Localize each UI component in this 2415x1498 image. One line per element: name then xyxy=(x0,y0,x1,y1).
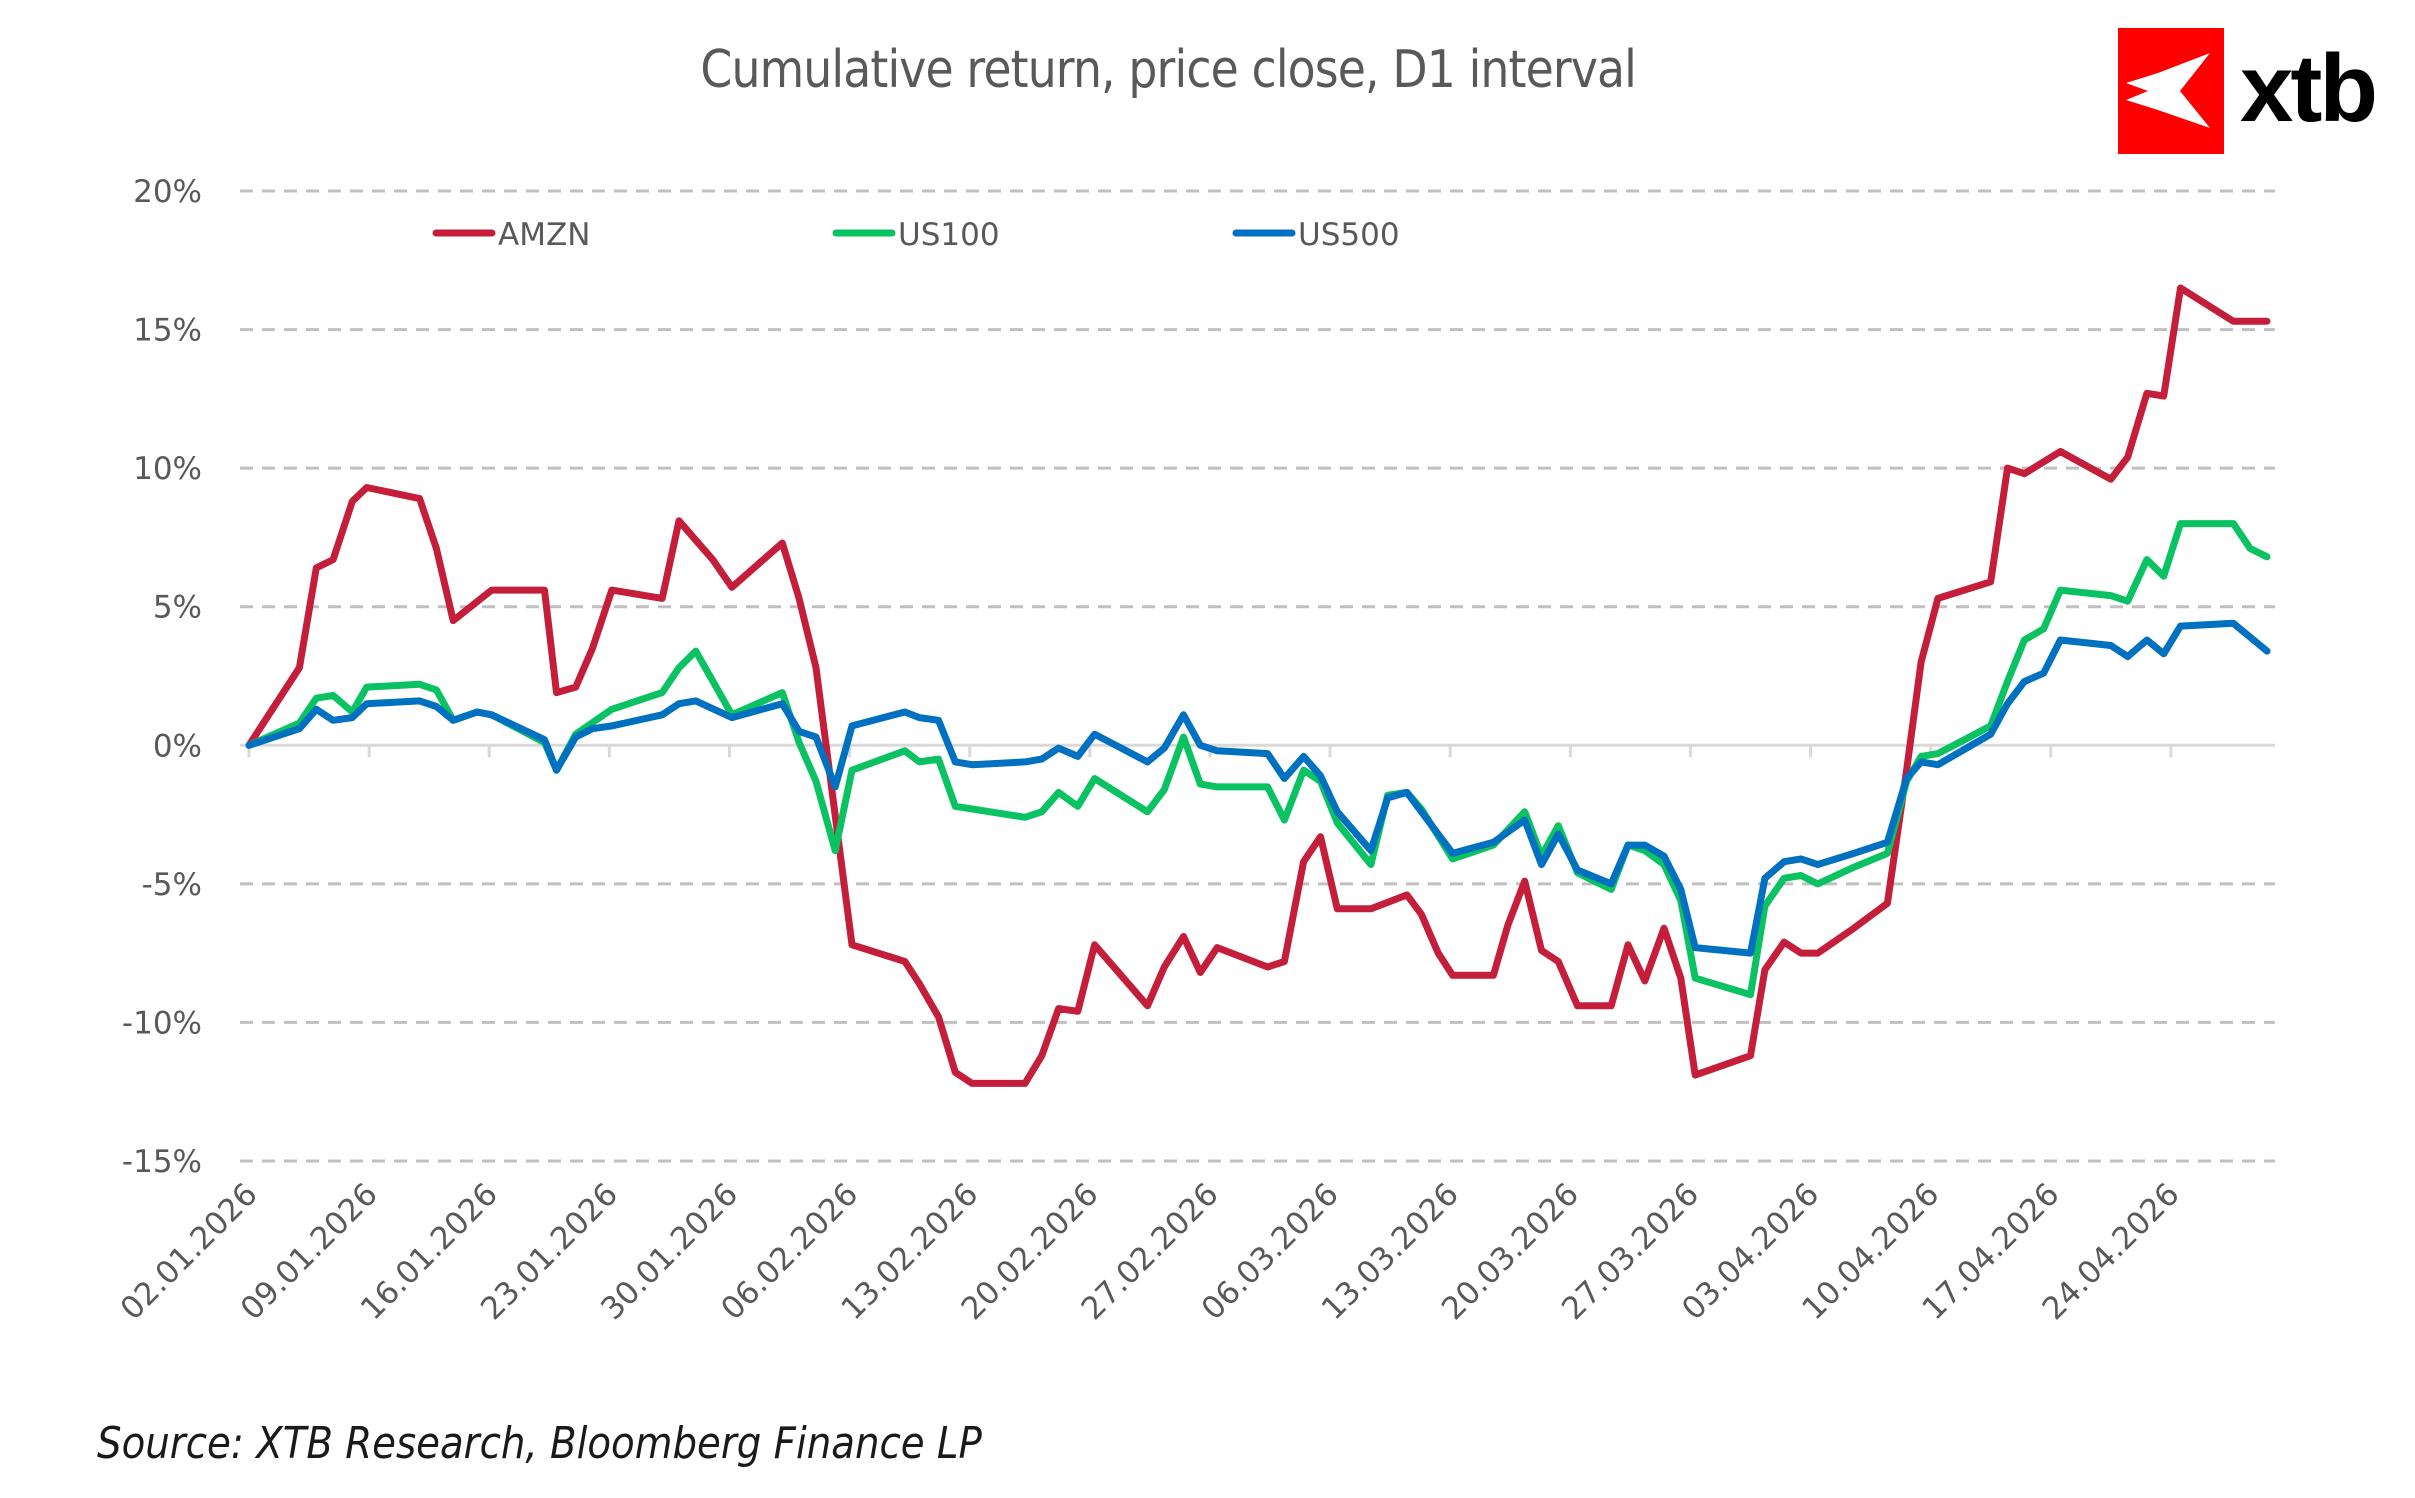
series-lines xyxy=(245,284,2271,1087)
y-tick-label: 5% xyxy=(153,590,202,626)
series-line-us500 xyxy=(245,619,2271,957)
y-tick-label: 0% xyxy=(153,728,202,764)
y-tick-label: 15% xyxy=(133,313,202,349)
xtb-logo: xtb xyxy=(2118,28,2408,154)
legend-label: US500 xyxy=(1298,217,1400,253)
y-tick-label: 10% xyxy=(133,451,202,487)
logo-mark xyxy=(2118,28,2224,154)
legend: AMZN US100 US500 xyxy=(432,217,1400,253)
y-tick-label: -10% xyxy=(122,1005,202,1041)
chart-title: Cumulative return, price close, D1 inter… xyxy=(700,40,1637,100)
legend-label: AMZN xyxy=(498,217,590,253)
logo-wordmark: xtb xyxy=(2240,35,2378,142)
x-axis-tick-labels: 02.01.202609.01.202616.01.202623.01.2026… xyxy=(114,1176,2187,1327)
x-logo-icon xyxy=(2126,53,2210,128)
y-tick-label: 20% xyxy=(133,174,202,210)
series-line-amzn xyxy=(245,284,2271,1087)
legend-item-us500: US500 xyxy=(1232,217,1400,253)
y-axis-ticks: 20% 15% 10% 5% 0% -5% -10% -15% xyxy=(122,174,202,1180)
y-tick-label: -5% xyxy=(142,867,202,903)
legend-item-amzn: AMZN xyxy=(432,217,590,253)
y-tick-label: -15% xyxy=(122,1144,202,1180)
gridlines xyxy=(240,189,2275,1163)
series-line-us100 xyxy=(245,520,2271,999)
legend-item-us100: US100 xyxy=(832,217,1000,253)
source-note: Source: XTB Research, Bloomberg Finance … xyxy=(97,1418,982,1469)
legend-label: US100 xyxy=(898,217,1000,253)
